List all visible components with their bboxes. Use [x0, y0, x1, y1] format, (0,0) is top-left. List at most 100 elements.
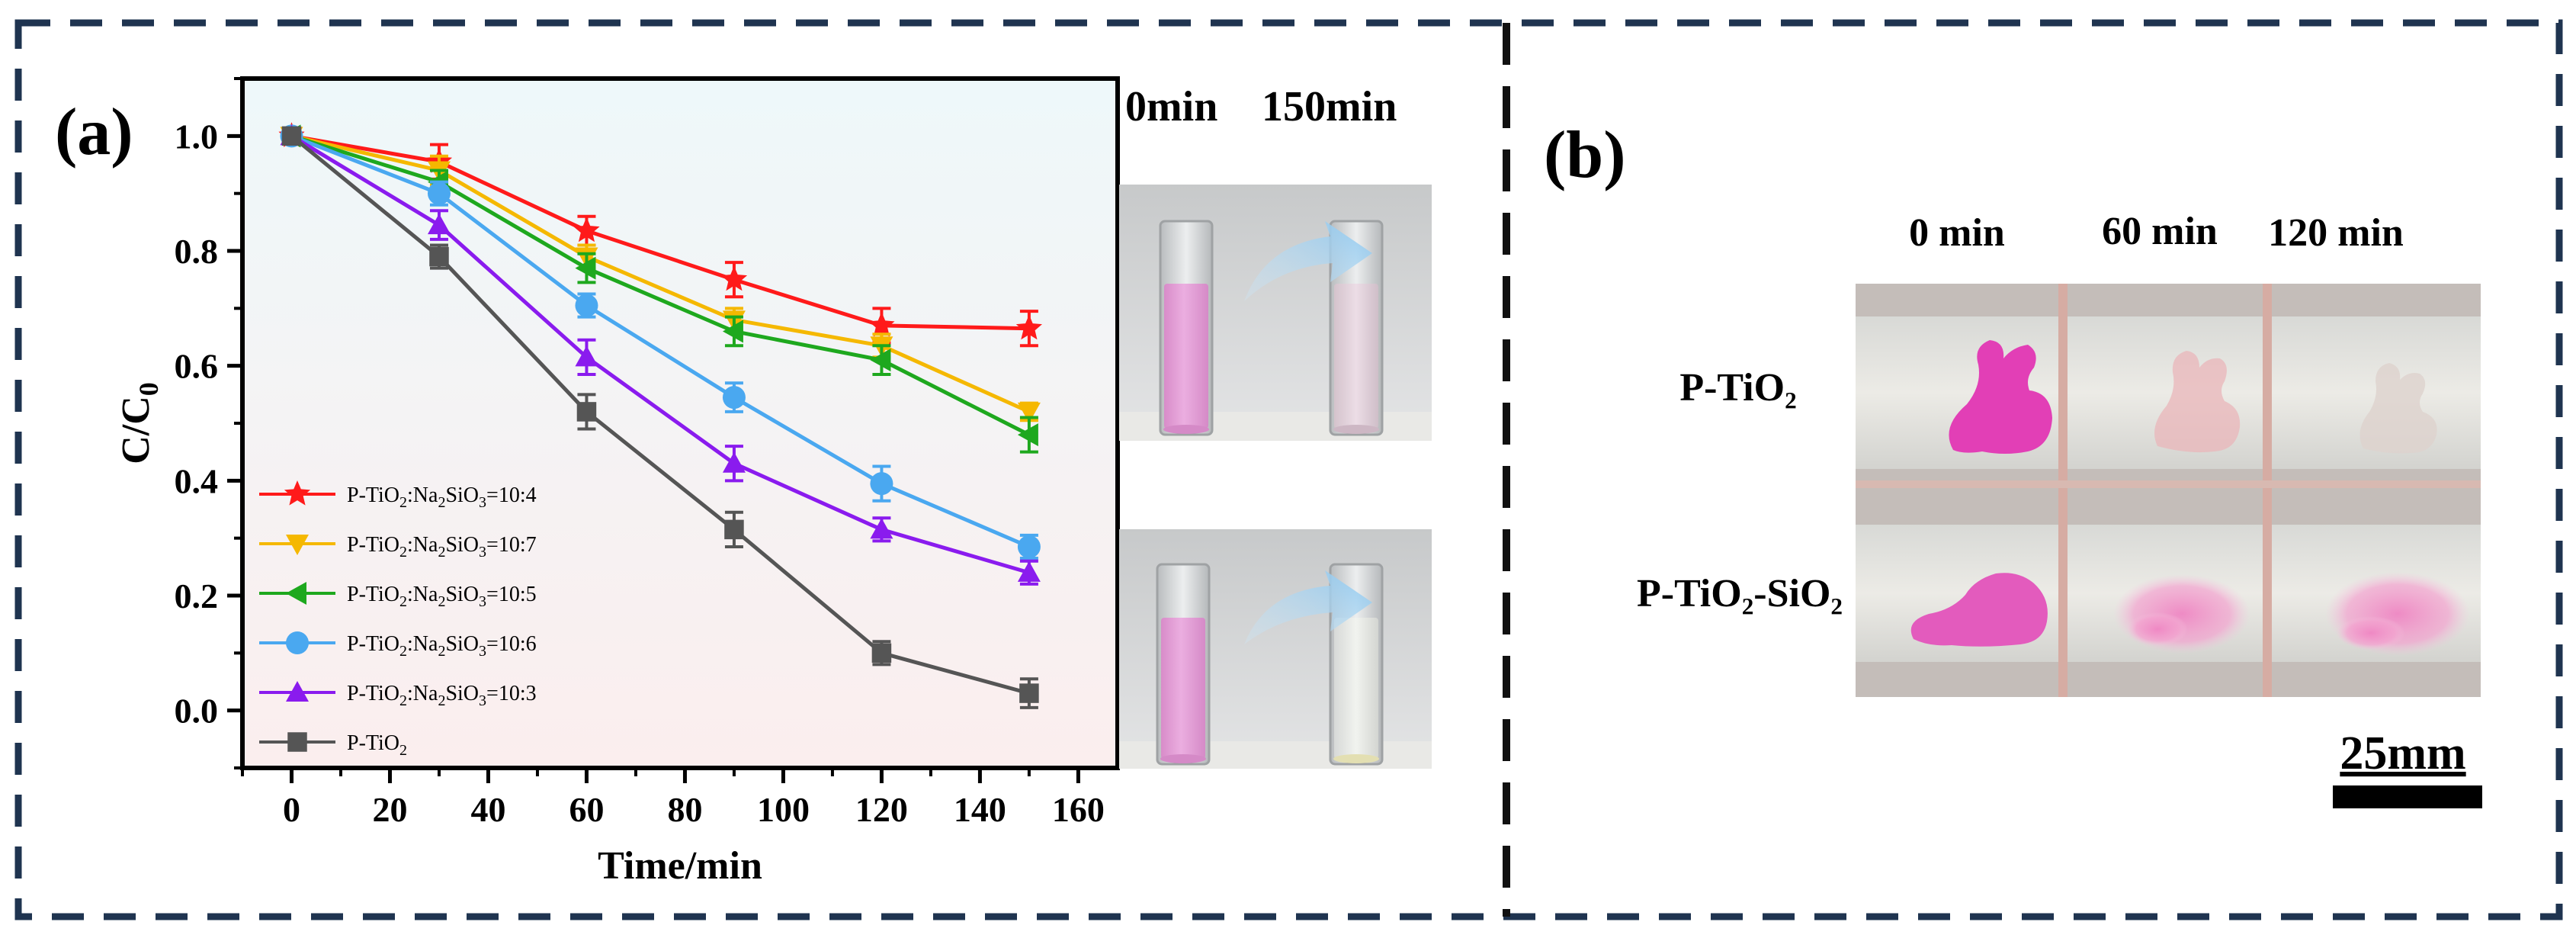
data-point — [573, 217, 600, 243]
x-tick-label: 120 — [855, 790, 908, 829]
panel-b-label: (b) — [1544, 118, 1626, 192]
curved-arrow-icon — [1244, 221, 1372, 301]
legend-text: :Na — [407, 632, 438, 656]
pink-stain-0min — [1949, 340, 2052, 454]
legend-label: P-TiO2:Na2SiO3=10:3 — [347, 682, 537, 709]
x-tick-label: 140 — [954, 790, 1006, 829]
legend-subscript: 2 — [438, 494, 445, 511]
data-point — [427, 181, 451, 205]
data-point — [1019, 683, 1039, 703]
data-point — [575, 345, 598, 367]
y-tick-label: 0.0 — [175, 692, 219, 731]
x-tick-label: 0 — [283, 790, 300, 829]
curved-arrow-icon — [1244, 570, 1372, 644]
cuvette-0min-bottom — [1156, 563, 1211, 766]
data-point — [870, 472, 893, 496]
data-point — [868, 311, 895, 337]
legend-subscript: 2 — [399, 593, 407, 610]
legend-marker — [286, 631, 309, 654]
x-tick-label: 60 — [569, 790, 604, 829]
legend-marker — [287, 732, 307, 752]
data-point — [722, 320, 743, 343]
series-line — [290, 133, 1031, 437]
cuvette-150min-top — [1329, 220, 1384, 436]
legend-text: :Na — [407, 533, 438, 557]
cuvette-photo-bottom — [1119, 529, 1432, 769]
legend-subscript: 2 — [438, 643, 445, 660]
legend-text: :Na — [407, 583, 438, 606]
row-label-p-tio2: P-TiO₂ — [1679, 366, 1796, 410]
data-point — [871, 643, 892, 663]
x-tick-label: 80 — [667, 790, 702, 829]
legend-text: P-TiO — [347, 533, 399, 557]
data-point — [427, 214, 451, 235]
photo-header-150min: 150min — [1262, 83, 1397, 130]
data-point — [722, 451, 746, 473]
series-4 — [280, 124, 1041, 586]
data-point — [575, 256, 596, 280]
y-axis-label-subscript: 0 — [133, 382, 164, 396]
data-point — [1017, 402, 1041, 423]
data-point — [720, 265, 748, 291]
data-point — [575, 294, 598, 317]
legend-entry-1: P-TiO2:Na2SiO3=10:7 — [259, 533, 537, 561]
legend-subscript: 2 — [399, 494, 407, 511]
legend-text: =10:4 — [486, 483, 537, 507]
x-tick-label: 40 — [470, 790, 505, 829]
legend-subscript: 2 — [399, 692, 407, 709]
legend-subscript: 2 — [438, 544, 445, 561]
legend-entry-4: P-TiO2:Na2SiO3=10:3 — [259, 681, 537, 709]
pink-stain-sio2-0min — [1910, 573, 2048, 647]
column-header-60min: 60 min — [2102, 210, 2218, 253]
series-line — [290, 133, 1030, 414]
legend-subscript: 2 — [399, 643, 407, 660]
legend-text: SiO — [445, 483, 479, 507]
series-line — [290, 134, 1030, 695]
x-axis-label: Time/min — [598, 844, 762, 888]
legend-entry-2: P-TiO2:Na2SiO3=10:5 — [259, 582, 537, 610]
x-tick-label: 20 — [372, 790, 407, 829]
legend-text: :Na — [407, 682, 438, 705]
outer-dashed-border — [14, 19, 2563, 920]
legend-label: P-TiO2:Na2SiO3=10:4 — [347, 483, 537, 511]
series-line — [291, 133, 1029, 331]
cuvette-photo-top — [1119, 185, 1432, 441]
legend-subscript: 3 — [479, 643, 486, 660]
panel-b: (b) 0 min 60 min 120 min P-TiO₂ P-TiO₂-S… — [1544, 118, 2482, 808]
data-point — [722, 386, 746, 410]
data-point — [1017, 423, 1038, 447]
legend-text: P-TiO — [347, 632, 399, 656]
legend-text: =10:6 — [486, 632, 537, 656]
y-tick-label: 0.2 — [175, 577, 219, 615]
cuvette-0min-top — [1159, 220, 1214, 436]
row-label-p-tio2-sio2: P-TiO₂-SiO₂ — [1637, 572, 1843, 615]
data-point — [576, 402, 597, 422]
legend-subscript: 2 — [438, 593, 445, 610]
legend-subscript: 3 — [479, 593, 486, 610]
chart-legend: P-TiO2:Na2SiO3=10:4P-TiO2:Na2SiO3=10:7P-… — [259, 480, 537, 759]
data-point — [281, 126, 302, 146]
legend-text: SiO — [445, 533, 479, 557]
data-point — [1017, 535, 1041, 558]
legend-label: P-TiO2:Na2SiO3=10:5 — [347, 583, 537, 610]
degradation-chart: 0 20 40 60 80 100 120 140 1600.00.20.40.60.81.0 … — [114, 76, 1120, 888]
legend-marker — [286, 582, 306, 605]
legend-text: =10:7 — [486, 533, 537, 557]
faded-stain-120min — [2359, 363, 2437, 454]
data-point — [870, 349, 891, 372]
pink-powder-sio2-60min — [2113, 574, 2250, 654]
column-header-0min: 0 min — [1909, 211, 2005, 255]
legend-text: SiO — [445, 583, 479, 606]
coating-photo-grid — [1856, 284, 2481, 697]
y-axis-label: C/C0 — [114, 382, 164, 464]
legend-marker — [286, 535, 309, 555]
legend-marker — [284, 480, 311, 506]
y-tick-label: 0.8 — [175, 232, 219, 271]
data-point — [429, 246, 449, 267]
photo-header-0min: 0min — [1125, 83, 1217, 130]
legend-text: =10:3 — [486, 682, 537, 705]
legend-text: P-TiO — [347, 583, 399, 606]
y-axis-label-main: C/C — [114, 396, 158, 464]
legend-subscript: 3 — [479, 494, 486, 511]
